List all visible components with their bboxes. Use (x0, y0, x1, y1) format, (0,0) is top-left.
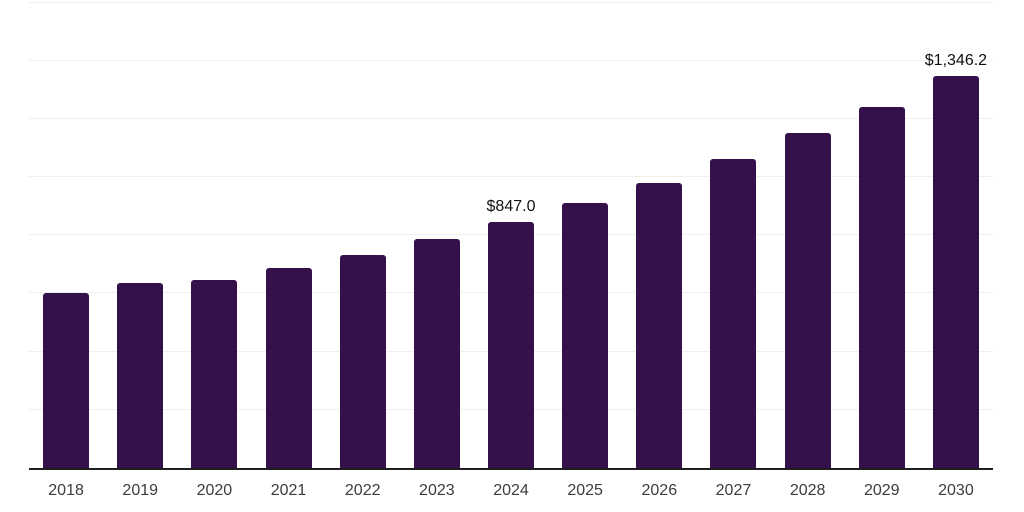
bar-value-label-2024: $847.0 (486, 197, 536, 215)
x-axis-line (29, 468, 993, 470)
bar-2025 (562, 202, 609, 468)
x-tick-label-2029: 2029 (863, 482, 900, 499)
x-tick-label-2030: 2030 (938, 482, 974, 499)
bar-2021 (265, 268, 312, 468)
x-tick-label-2020: 2020 (196, 482, 233, 499)
gridline-1200 (29, 117, 993, 119)
bar-2024 (488, 221, 534, 468)
bar-value-label-2030: $1,346.2 (924, 52, 988, 70)
x-tick-label-2021: 2021 (270, 482, 307, 499)
bar-2026 (636, 183, 683, 468)
x-tick-label-2026: 2026 (641, 482, 678, 499)
bar-2019 (117, 282, 164, 468)
x-tick-label-2027: 2027 (715, 482, 752, 499)
bar-2027 (710, 159, 757, 468)
gridline-1400 (29, 59, 993, 61)
bar-2029 (858, 106, 905, 468)
bar-2028 (784, 133, 831, 468)
gridline-1000 (29, 176, 993, 178)
x-tick-label-2019: 2019 (122, 482, 159, 499)
x-tick-label-2023: 2023 (419, 482, 455, 499)
x-tick-label-2022: 2022 (344, 482, 381, 499)
x-tick-label-2028: 2028 (789, 482, 826, 499)
bar-2030 (932, 76, 979, 468)
bar-2020 (191, 280, 238, 468)
plot-area: $847.0 $1,346.2 (29, 0, 993, 470)
x-tick-label-2025: 2025 (567, 482, 603, 499)
x-tick-label-2018: 2018 (48, 482, 84, 499)
bar-2023 (413, 239, 460, 468)
x-tick-label-2024: 2024 (493, 482, 529, 499)
bar-2018 (43, 292, 90, 468)
bar-2022 (339, 254, 386, 468)
gridline-1600 (29, 1, 993, 3)
